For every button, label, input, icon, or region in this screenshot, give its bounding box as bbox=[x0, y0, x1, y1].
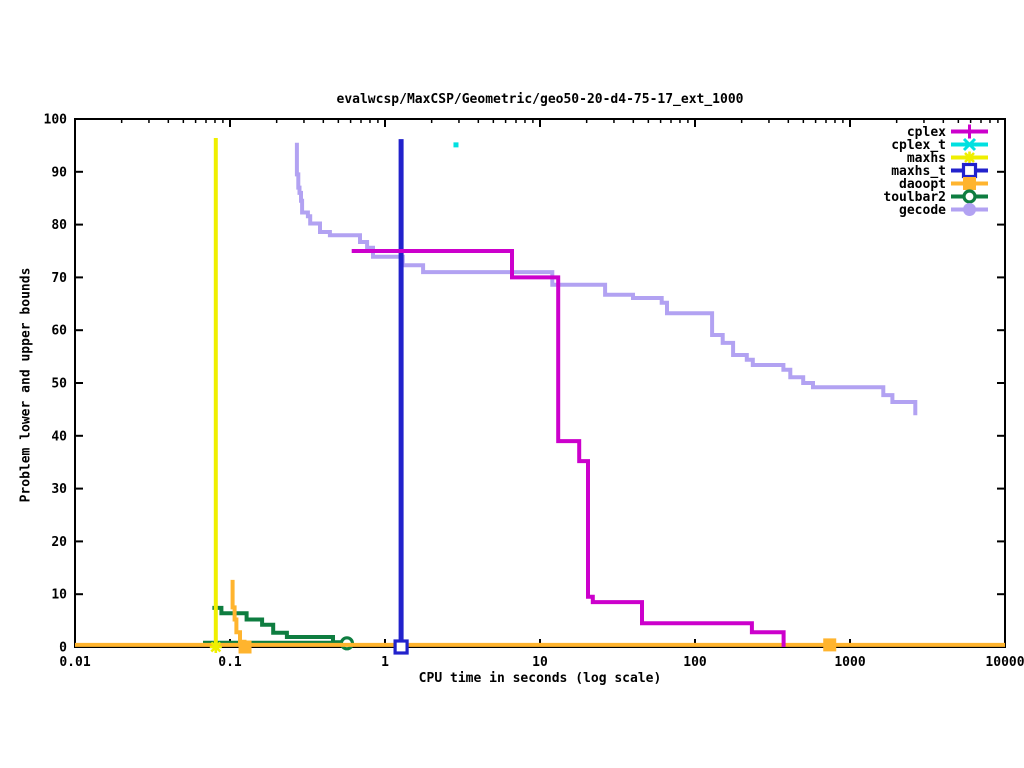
x-tick-label: 10000 bbox=[985, 655, 1024, 670]
y-tick-label: 50 bbox=[51, 377, 67, 392]
legend-item-cplex: cplex bbox=[907, 124, 988, 140]
legend-label-cplex: cplex bbox=[907, 125, 946, 140]
legend-item-daoopt: daoopt bbox=[899, 177, 988, 192]
y-tick-label: 70 bbox=[51, 271, 67, 286]
legend-item-toulbar2: toulbar2 bbox=[883, 189, 988, 205]
legend-label-daoopt: daoopt bbox=[899, 177, 946, 192]
legend-label-maxhs: maxhs bbox=[907, 151, 946, 166]
y-tick-label: 90 bbox=[51, 165, 67, 180]
legend: cplexcplex_tmaxhsmaxhs_tdaoopttoulbar2ge… bbox=[883, 124, 988, 218]
series-maxhs bbox=[209, 138, 222, 653]
series-line-cplex bbox=[351, 249, 786, 647]
x-axis-ticks: 0.01 0.1 1 10 100 1000 10000 bbox=[59, 119, 1024, 670]
legend-item-maxhs_t: maxhs_t bbox=[891, 162, 988, 179]
y-tick-label: 100 bbox=[44, 113, 68, 128]
legend-item-cplex_t: cplex_t bbox=[891, 137, 988, 153]
y-tick-label: 30 bbox=[51, 482, 67, 497]
y-tick-label: 40 bbox=[51, 429, 67, 444]
x-tick-label: 0.1 bbox=[218, 655, 242, 670]
series-gecode bbox=[294, 142, 918, 416]
y-tick-label: 10 bbox=[51, 588, 67, 603]
x-tick-label: 1000 bbox=[834, 655, 865, 670]
x-tick-label: 10 bbox=[532, 655, 548, 670]
marker-cplex_t bbox=[453, 142, 459, 148]
series-toulbar2 bbox=[203, 605, 355, 651]
y-tick-label: 60 bbox=[51, 324, 67, 339]
marker-maxhs_t bbox=[393, 639, 409, 655]
series-line-gecode bbox=[294, 142, 918, 416]
legend-item-gecode: gecode bbox=[899, 203, 988, 218]
series-cplex bbox=[351, 249, 786, 647]
series-line-toulbar2 bbox=[212, 605, 347, 645]
legend-label-cplex_t: cplex_t bbox=[891, 138, 946, 153]
legend-item-maxhs: maxhs bbox=[907, 151, 988, 166]
series-maxhs_t bbox=[393, 139, 409, 655]
y-tick-label: 20 bbox=[51, 535, 67, 550]
series-line-daoopt bbox=[230, 579, 1005, 647]
marker-maxhs bbox=[209, 641, 222, 653]
legend-label-toulbar2: toulbar2 bbox=[883, 190, 946, 205]
marker-daoopt bbox=[238, 640, 252, 654]
y-tick-label: 0 bbox=[59, 641, 67, 656]
series-cplex_t bbox=[453, 142, 459, 148]
legend-label-gecode: gecode bbox=[899, 203, 946, 218]
y-tick-label: 80 bbox=[51, 218, 67, 233]
x-tick-label: 100 bbox=[683, 655, 707, 670]
legend-label-maxhs_t: maxhs_t bbox=[891, 164, 946, 179]
x-tick-label: 0.01 bbox=[59, 655, 90, 670]
x-axis-label: CPU time in seconds (log scale) bbox=[418, 671, 662, 686]
chart-title: evalwcsp/MaxCSP/Geometric/geo50-20-d4-75… bbox=[336, 92, 744, 107]
y-axis-ticks: 0 10 20 30 40 50 60 70 80 90 100 bbox=[44, 113, 1005, 656]
marker-daoopt bbox=[823, 638, 837, 652]
x-tick-label: 1 bbox=[381, 655, 389, 670]
